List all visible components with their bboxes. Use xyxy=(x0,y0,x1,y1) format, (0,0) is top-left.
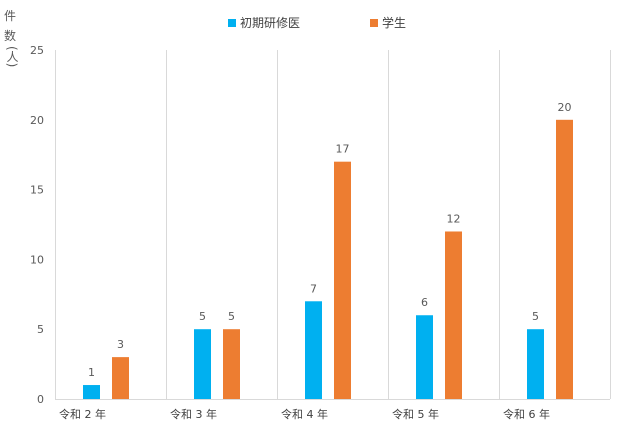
data-label: 20 xyxy=(558,101,572,114)
y-tick-label: 10 xyxy=(30,253,44,266)
data-label: 7 xyxy=(310,282,317,295)
legend-item-series-1: 初期研修医 xyxy=(228,14,300,31)
y-tick-label: 25 xyxy=(30,44,44,57)
data-label: 17 xyxy=(336,143,350,156)
x-tick-label: 令和 2 年 xyxy=(59,407,106,421)
x-tick-label: 令和 6 年 xyxy=(503,407,550,421)
bar xyxy=(83,385,100,399)
data-label: 3 xyxy=(117,338,124,351)
bar xyxy=(527,329,544,399)
bar xyxy=(223,329,240,399)
y-axis-title: 件 数 (人) xyxy=(2,6,19,67)
y-tick-label: 5 xyxy=(37,323,44,336)
bar xyxy=(556,119,573,400)
bar xyxy=(445,231,462,399)
legend-swatch-series-2 xyxy=(370,18,379,27)
legend-item-series-2: 学生 xyxy=(370,14,406,31)
y-axis-title-char-1: 件 xyxy=(3,9,16,23)
x-tick-label: 令和 4 年 xyxy=(281,407,328,421)
legend-label-series-2: 学生 xyxy=(382,16,407,30)
y-tick-label: 15 xyxy=(30,184,44,197)
x-tick-label: 令和 5 年 xyxy=(392,407,439,421)
y-axis-title-char-2: 数 xyxy=(3,29,16,43)
x-tick-label: 令和 3 年 xyxy=(170,407,217,421)
data-label: 5 xyxy=(228,310,235,323)
legend: 初期研修医 学生 xyxy=(228,14,406,31)
data-label: 6 xyxy=(421,296,428,309)
y-tick-label: 0 xyxy=(37,393,44,406)
legend-swatch-series-1 xyxy=(228,18,236,27)
bar xyxy=(305,301,322,399)
y-axis-title-char-3: (人) xyxy=(5,46,19,68)
data-label: 1 xyxy=(88,366,95,379)
legend-label-series-1: 初期研修医 xyxy=(240,16,301,30)
y-tick-label: 20 xyxy=(30,114,44,127)
bar xyxy=(416,315,433,399)
data-label: 12 xyxy=(447,212,461,225)
bar xyxy=(194,329,211,399)
bar xyxy=(112,357,129,399)
bar xyxy=(334,161,351,399)
data-label: 5 xyxy=(199,310,206,323)
data-label: 5 xyxy=(532,310,539,323)
